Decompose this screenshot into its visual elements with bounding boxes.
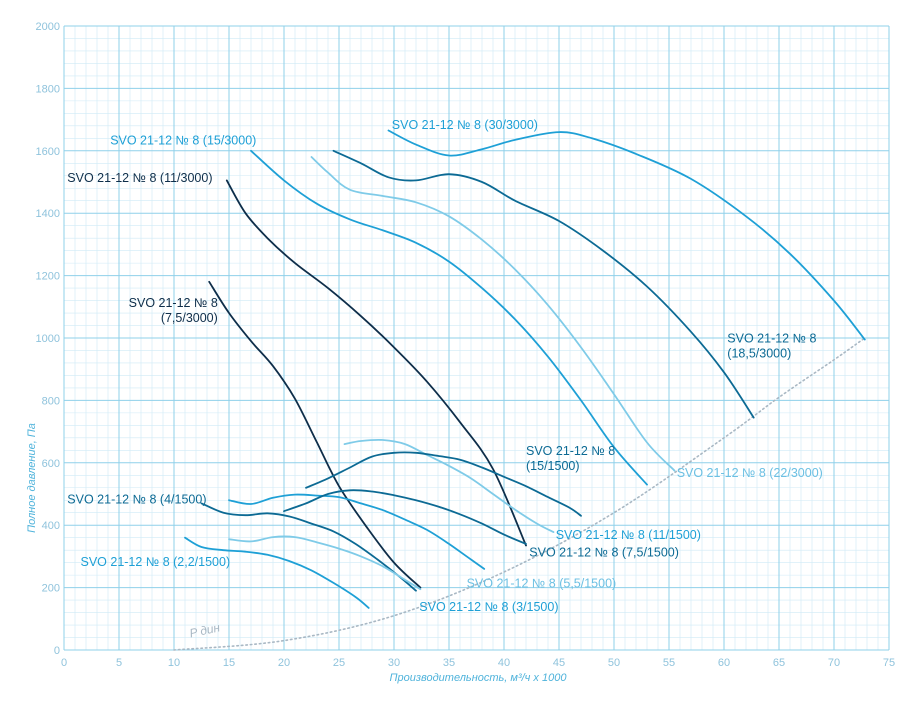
x-tick-label: 5 <box>116 657 122 669</box>
y-axis-title: Полное давление, Па <box>26 423 38 533</box>
series-line-9 <box>283 489 527 545</box>
x-tick-label: 50 <box>608 657 620 669</box>
series-label-0: SVO 21-12 № 8 (30/3000) <box>392 118 538 132</box>
series-label-4: SVO 21-12 № 8 (11/3000) <box>67 171 212 185</box>
series-line-4 <box>225 179 527 547</box>
x-tick-label: 75 <box>883 657 895 669</box>
series-label-2: SVO 21-12 № 8 (22/3000) <box>677 466 823 480</box>
series-label-12: SVO 21-12 № 8 (2,2/1500) <box>81 555 231 569</box>
series-label-8: SVO 21-12 № 8 (11/1500) <box>556 528 701 542</box>
x-tick-label: 20 <box>278 657 290 669</box>
y-tick-label: 800 <box>42 395 60 407</box>
axis-ticks: 0 5 10 15 20 25 30 35 40 45 50 55 60 65 70 75 0 200 400 600… <box>36 21 896 669</box>
series-line-6 <box>343 438 555 533</box>
series-line-0 <box>387 129 866 341</box>
x-tick-label: 65 <box>773 657 785 669</box>
series-label-5: SVO 21-12 № 8 (7,5/3000) <box>129 296 218 325</box>
x-tick-label: 35 <box>443 657 455 669</box>
series-line-8 <box>228 493 486 570</box>
series-label-13: SVO 21-12 № 8 (3/1500) <box>419 600 558 614</box>
series-line-1 <box>332 149 755 419</box>
y-tick-label: 1600 <box>36 146 60 158</box>
series-line-11 <box>228 535 422 591</box>
grid-major <box>63 25 890 651</box>
y-tick-label: 1000 <box>36 333 60 345</box>
x-tick-label: 0 <box>61 657 67 669</box>
x-tick-label: 30 <box>388 657 400 669</box>
x-axis-title: Производительность, м³/ч х 1000 <box>390 672 568 684</box>
series-layer <box>184 129 866 609</box>
x-tick-label: 25 <box>333 657 345 669</box>
x-tick-label: 45 <box>553 657 565 669</box>
series-label-3: SVO 21-12 № 8 (15/3000) <box>110 134 256 148</box>
y-tick-label: 200 <box>42 583 60 595</box>
pdyn-layer: P дин <box>173 337 866 651</box>
y-tick-label: 400 <box>42 520 60 532</box>
x-tick-label: 40 <box>498 657 510 669</box>
x-tick-label: 55 <box>663 657 675 669</box>
pdyn-curve <box>173 337 866 651</box>
series-labels: SVO 21-12 № 8 (30/3000) SVO 21-12 № 8 (18,… <box>67 118 823 614</box>
series-label-7: SVO 21-12 № 8 (15/1500) <box>526 444 615 473</box>
series-line-7 <box>305 451 582 517</box>
series-label-9: SVO 21-12 № 8 (7,5/1500) <box>529 545 679 559</box>
series-label-11: SVO 21-12 № 8 (5,5/1500) <box>467 577 617 591</box>
y-tick-label: 2000 <box>36 21 60 33</box>
x-tick-label: 70 <box>828 657 840 669</box>
series-label-10: SVO 21-12 № 8 (4/1500) <box>67 492 206 506</box>
x-tick-label: 15 <box>223 657 235 669</box>
series-line-12 <box>184 536 370 609</box>
x-tick-label: 10 <box>168 657 180 669</box>
series-line-3 <box>250 149 648 486</box>
series-label-1: SVO 21-12 № 8 (18,5/3000) <box>727 332 816 361</box>
y-tick-label: 1400 <box>36 208 60 220</box>
pdyn-label: P дин <box>188 620 221 640</box>
series-line-2 <box>310 156 676 472</box>
y-tick-label: 600 <box>42 458 60 470</box>
y-tick-label: 0 <box>54 645 60 657</box>
y-tick-label: 1800 <box>36 83 60 95</box>
series-line-10 <box>200 502 417 592</box>
x-tick-label: 60 <box>718 657 730 669</box>
y-tick-label: 1200 <box>36 271 60 283</box>
series-line-5 <box>208 280 422 589</box>
